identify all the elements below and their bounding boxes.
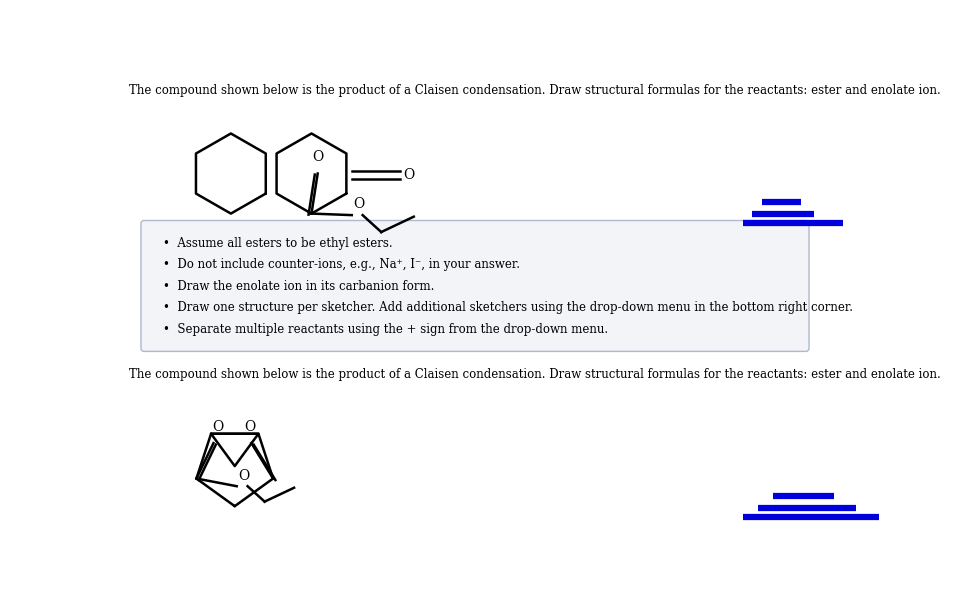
Text: •  Draw one structure per sketcher. Add additional sketchers using the drop-down: • Draw one structure per sketcher. Add a… [162,301,852,315]
Text: The compound shown below is the product of a Claisen condensation. Draw structur: The compound shown below is the product … [128,84,939,97]
Text: •  Assume all esters to be ethyl esters.: • Assume all esters to be ethyl esters. [162,237,392,250]
Text: O: O [244,420,255,434]
Text: •  Draw the enolate ion in its carbanion form.: • Draw the enolate ion in its carbanion … [162,280,433,293]
Text: The compound shown below is the product of a Claisen condensation. Draw structur: The compound shown below is the product … [128,368,939,381]
Text: O: O [238,469,249,483]
Text: O: O [403,168,414,182]
Text: •  Separate multiple reactants using the + sign from the drop-down menu.: • Separate multiple reactants using the … [162,323,607,336]
Text: O: O [353,197,364,211]
Text: O: O [312,151,323,164]
FancyBboxPatch shape [141,220,808,351]
Text: O: O [212,420,224,434]
Text: •  Do not include counter-ions, e.g., Na⁺, I⁻, in your answer.: • Do not include counter-ions, e.g., Na⁺… [162,258,519,271]
